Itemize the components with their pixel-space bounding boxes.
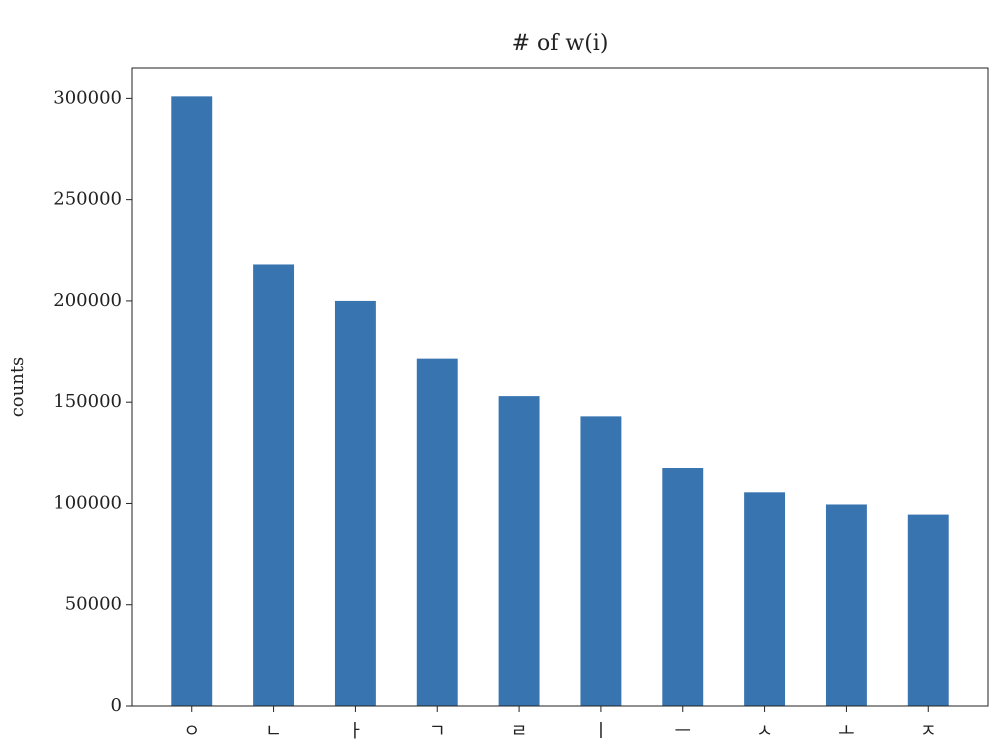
y-tick-label: 100000 <box>53 492 122 513</box>
bar <box>498 396 540 706</box>
y-tick-label: 200000 <box>53 290 122 311</box>
y-tick-label: 150000 <box>53 391 122 412</box>
x-tick-label: ㅏ <box>347 721 364 742</box>
bar <box>744 492 786 706</box>
bar <box>334 300 376 706</box>
y-axis-label: counts <box>7 357 28 418</box>
x-tick-label: ㅗ <box>838 721 855 742</box>
bar <box>662 468 704 706</box>
bar <box>825 504 867 706</box>
x-tick-label: ㅈ <box>920 721 937 742</box>
x-tick-label: ㅣ <box>593 721 610 742</box>
x-tick-label: ㄱ <box>429 721 446 742</box>
x-tick-label: ㄴ <box>265 721 282 742</box>
y-tick-label: 50000 <box>65 594 122 615</box>
y-tick-label: 250000 <box>53 189 122 210</box>
x-tick-label: ㄹ <box>511 721 528 742</box>
bar <box>253 264 295 706</box>
chart-title: # of w(i) <box>512 31 609 56</box>
bar <box>171 96 213 707</box>
bar <box>416 358 458 706</box>
x-tick-label: ㅅ <box>756 721 773 742</box>
plot-frame <box>131 67 989 707</box>
x-tick-label: ㅡ <box>674 721 691 742</box>
y-tick-label: 0 <box>111 695 122 716</box>
bar <box>580 416 622 706</box>
x-tick-label: ㅇ <box>183 721 200 742</box>
bar <box>907 514 949 706</box>
y-tick-label: 300000 <box>53 87 122 108</box>
